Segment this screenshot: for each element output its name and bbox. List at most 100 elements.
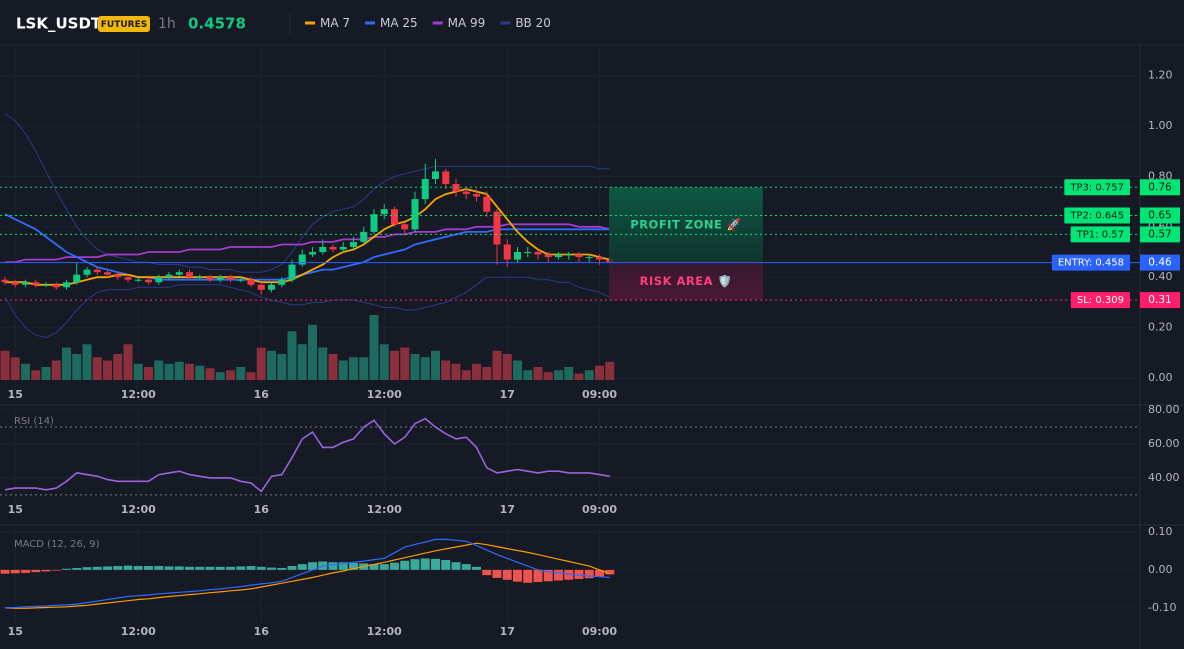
candle-body bbox=[401, 224, 409, 230]
volume-bar bbox=[492, 350, 502, 380]
volume-bar bbox=[472, 363, 481, 380]
macd-histogram bbox=[133, 566, 143, 570]
candle-body bbox=[350, 241, 357, 247]
candle-body bbox=[155, 277, 163, 283]
macd-histogram bbox=[533, 569, 543, 583]
volume-bar bbox=[103, 360, 112, 380]
macd-histogram bbox=[379, 564, 389, 570]
candle-body bbox=[585, 257, 593, 259]
ma-line bbox=[4, 213, 610, 281]
macd-histogram bbox=[492, 569, 502, 578]
macd-histogram bbox=[472, 566, 481, 570]
y-tick-label: 0.40 bbox=[1148, 270, 1173, 283]
volume-bar bbox=[297, 344, 307, 380]
volume-bar bbox=[236, 367, 246, 380]
volume-bar bbox=[174, 361, 184, 380]
volume-bar bbox=[0, 350, 10, 380]
volume-bar bbox=[338, 360, 348, 380]
profit-zone bbox=[609, 187, 763, 263]
macd-histogram bbox=[420, 558, 430, 570]
candle-body bbox=[145, 279, 152, 283]
candle-body bbox=[268, 284, 275, 290]
macd-histogram bbox=[205, 566, 215, 570]
volume-bar bbox=[390, 350, 399, 380]
candle-body bbox=[52, 284, 60, 288]
candle-body bbox=[473, 194, 480, 197]
candle-body bbox=[319, 246, 327, 253]
candle-body bbox=[1, 279, 9, 283]
x-tick-label: 12:00 bbox=[121, 388, 156, 401]
macd-histogram bbox=[21, 569, 30, 573]
volume-bar bbox=[10, 357, 20, 380]
level-label-bg bbox=[1051, 254, 1130, 271]
macd-histogram bbox=[92, 566, 102, 570]
pane-title: MACD (12, 26, 9) bbox=[14, 539, 100, 550]
macd-histogram bbox=[400, 560, 410, 570]
y-tick-label: 40.00 bbox=[1148, 471, 1180, 484]
volume-bar bbox=[92, 357, 102, 380]
macd-histogram bbox=[215, 566, 225, 570]
price-label: 0.76 bbox=[1148, 181, 1172, 193]
volume-bar bbox=[215, 372, 225, 380]
x-tick-label: 12:00 bbox=[367, 625, 402, 638]
volume-bar bbox=[195, 365, 205, 380]
candle-body bbox=[104, 272, 111, 275]
macd-line bbox=[4, 538, 610, 609]
volume-bar bbox=[574, 373, 584, 380]
macd-histogram bbox=[338, 562, 348, 570]
volume-bar bbox=[584, 370, 594, 380]
candle-body bbox=[596, 257, 603, 260]
macd-histogram bbox=[308, 562, 317, 570]
candle-body bbox=[544, 254, 552, 258]
x-tick-label: 09:00 bbox=[582, 625, 617, 638]
candle-body bbox=[565, 254, 573, 256]
level-label-bg bbox=[1064, 207, 1130, 224]
volume-bar bbox=[451, 363, 461, 380]
macd-histogram bbox=[595, 569, 604, 577]
macd-histogram bbox=[164, 566, 174, 570]
macd-histogram bbox=[31, 569, 41, 573]
macd-histogram bbox=[328, 562, 338, 570]
candle-body bbox=[11, 282, 19, 285]
volume-bar bbox=[72, 354, 82, 380]
volume-bar bbox=[123, 344, 133, 380]
candle-body bbox=[421, 178, 429, 200]
candle-body bbox=[32, 282, 40, 285]
volume-bar bbox=[595, 365, 604, 380]
symbol: LSK_USDT bbox=[16, 15, 102, 33]
y-tick-label: 1.00 bbox=[1148, 119, 1173, 132]
volume-bar bbox=[523, 370, 533, 380]
macd-histogram bbox=[0, 569, 10, 574]
legend-label: MA 99 bbox=[448, 16, 486, 30]
volume-bar bbox=[349, 357, 358, 380]
volume-bar bbox=[113, 354, 123, 380]
candle-body bbox=[165, 274, 173, 278]
macd-histogram bbox=[62, 568, 71, 570]
candle-body bbox=[411, 199, 419, 230]
macd-histogram bbox=[554, 569, 563, 581]
volume-bar bbox=[246, 372, 256, 380]
candle-body bbox=[575, 254, 583, 258]
macd-histogram bbox=[523, 569, 533, 583]
price-label-bg bbox=[1140, 179, 1180, 196]
signal-line bbox=[4, 542, 611, 609]
x-tick-label: 12:00 bbox=[121, 503, 156, 516]
price-label-bg bbox=[1140, 207, 1180, 224]
volume-bar bbox=[564, 367, 574, 380]
volume-bar bbox=[205, 368, 215, 380]
candle-body bbox=[257, 284, 265, 290]
pane-title: RSI (14) bbox=[14, 416, 54, 427]
volume-bar bbox=[133, 363, 143, 380]
macd-histogram bbox=[41, 569, 51, 572]
level-label: TP2: 0.645 bbox=[1069, 210, 1124, 221]
volume-bar bbox=[513, 360, 522, 380]
candle-body bbox=[237, 279, 245, 281]
interval: 1h bbox=[158, 16, 176, 32]
candle-body bbox=[175, 272, 183, 275]
volume-bar bbox=[154, 360, 164, 380]
macd-histogram bbox=[390, 562, 399, 570]
level-label: SL: 0.309 bbox=[1077, 295, 1124, 306]
macd-histogram bbox=[236, 566, 246, 570]
